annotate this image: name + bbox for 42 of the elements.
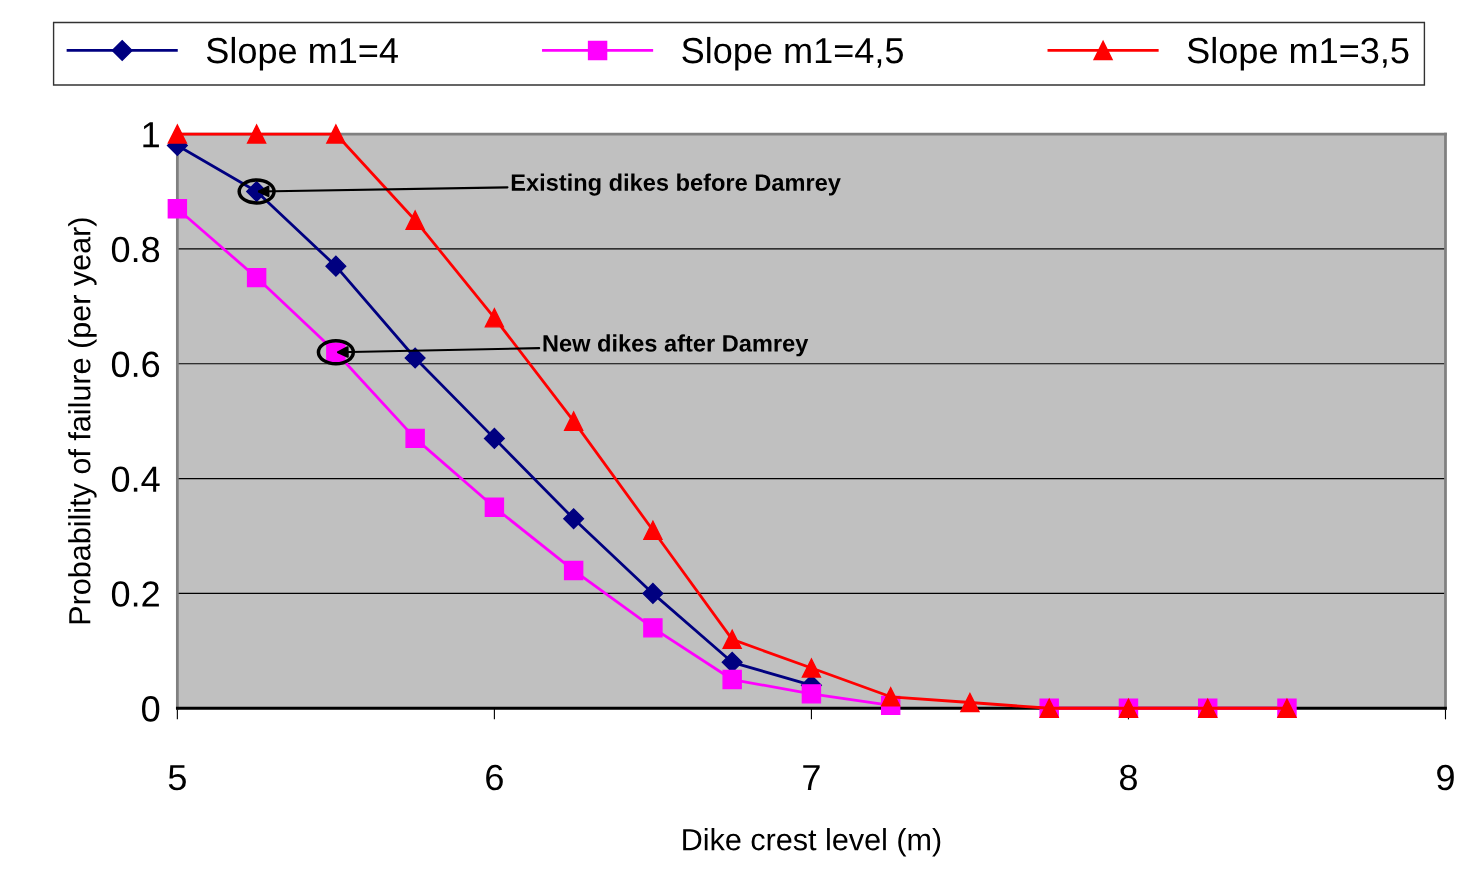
point xyxy=(325,255,347,277)
x-axis-title: Dike crest level (m) xyxy=(683,828,941,857)
y-tick-label: 0.6 xyxy=(111,351,160,378)
point xyxy=(643,520,663,540)
legend-label: Slope m1=3,5 xyxy=(1187,36,1409,71)
point xyxy=(722,669,742,690)
x-tick-label: 9 xyxy=(1437,764,1454,791)
point xyxy=(801,684,822,704)
y-tick-label: 0.4 xyxy=(111,466,160,493)
point xyxy=(246,124,267,144)
point xyxy=(405,428,425,449)
point xyxy=(801,658,822,678)
x-tick-label: 6 xyxy=(486,764,503,791)
x-tick-label: 7 xyxy=(803,765,820,790)
point xyxy=(167,124,188,144)
annotation: New dikes after Damrey xyxy=(543,334,809,357)
point xyxy=(960,692,980,713)
point xyxy=(642,582,664,604)
annotation: Existing dikes before Damrey xyxy=(511,173,841,196)
legend-label: Slope m1=4,5 xyxy=(682,36,903,71)
y-axis-title: Probability of failure (per year) xyxy=(68,218,97,624)
point xyxy=(484,497,505,518)
point xyxy=(484,308,505,328)
point xyxy=(405,210,425,230)
point xyxy=(880,687,901,707)
y-tick-label: 0.8 xyxy=(111,236,160,263)
x-tick-label: 5 xyxy=(168,765,186,791)
point xyxy=(563,508,585,530)
point xyxy=(326,124,346,144)
y-tick-label: 0.2 xyxy=(111,581,159,607)
point xyxy=(721,651,743,673)
y-tick-label: 1 xyxy=(143,122,159,148)
point xyxy=(722,629,742,650)
y-tick-label: 0 xyxy=(142,696,160,722)
x-tick-label: 8 xyxy=(1119,764,1137,791)
point xyxy=(563,411,584,431)
legend-label: Slope m1=4 xyxy=(206,36,398,71)
point xyxy=(246,267,267,288)
point xyxy=(483,427,505,449)
point xyxy=(643,618,663,638)
point xyxy=(563,560,584,581)
point xyxy=(167,198,188,219)
